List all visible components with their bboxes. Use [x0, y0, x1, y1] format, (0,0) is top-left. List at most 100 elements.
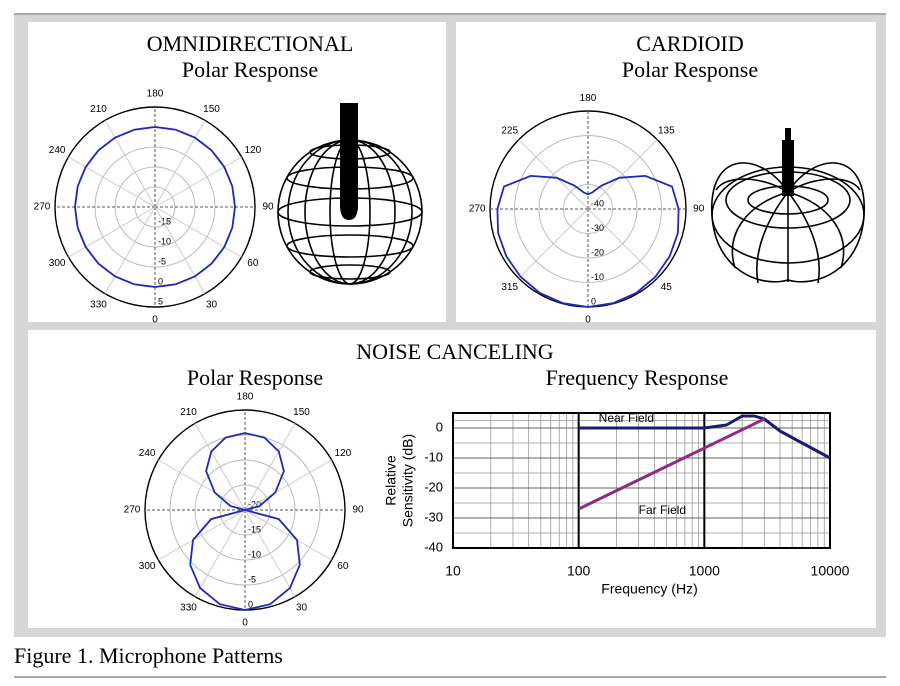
theta-tick-label: 0: [152, 315, 158, 326]
polar-curve: [496, 174, 680, 308]
spoke: [154, 156, 242, 208]
theta-tick-label: 60: [247, 258, 259, 269]
spoke: [244, 509, 296, 597]
theta-tick-label: 225: [501, 125, 518, 136]
series-label: Far Field: [639, 503, 686, 517]
spoke: [104, 120, 156, 208]
theta-tick-label: 135: [658, 125, 675, 136]
spoke: [154, 120, 206, 208]
theta-tick-label: 300: [139, 561, 156, 572]
theta-tick-label: 180: [147, 89, 164, 100]
r-tick-label: -30: [591, 223, 604, 233]
caption: Figure 1. Microphone Patterns: [14, 643, 283, 668]
spoke: [244, 459, 332, 511]
r-tick-label: -5: [158, 256, 166, 266]
ring: [538, 159, 638, 259]
polar-curve: [74, 126, 236, 288]
y-axis-label: Relative: [383, 455, 399, 506]
spoke: [68, 156, 156, 208]
ring: [563, 184, 613, 234]
spoke: [518, 139, 589, 210]
spoke: [244, 509, 332, 561]
spoke: [194, 509, 246, 597]
spoke: [518, 208, 589, 279]
theta-tick-label: 0: [242, 618, 248, 629]
theta-tick-label: 90: [262, 202, 274, 213]
y-tick-label: 0: [436, 419, 443, 434]
theta-tick-label: 90: [352, 505, 364, 516]
theta-tick-label: 60: [337, 561, 349, 572]
theta-tick-label: 240: [49, 145, 66, 156]
theta-tick-label: 0: [585, 314, 591, 325]
r-tick-label: -5: [248, 574, 256, 584]
theta-tick-label: 120: [245, 145, 262, 156]
omni-mic: [340, 103, 358, 220]
theta-tick-label: 315: [501, 282, 518, 293]
r-tick-label: -15: [158, 216, 171, 226]
theta-tick-label: 180: [237, 392, 254, 403]
theta-tick-label: 300: [49, 258, 66, 269]
spoke: [587, 208, 658, 279]
panel-omni: [28, 22, 446, 322]
r-tick-label: -20: [591, 247, 604, 257]
spoke: [68, 206, 156, 258]
ring: [54, 106, 256, 308]
chart-title: Frequency Response: [546, 365, 729, 390]
theta-tick-label: 270: [34, 202, 51, 213]
spoke: [244, 423, 296, 511]
r-tick-label: -40: [591, 198, 604, 208]
x-tick-label: 1000: [689, 563, 720, 579]
spoke: [587, 139, 658, 210]
theta-tick-label: 90: [693, 204, 705, 215]
spoke: [154, 206, 206, 294]
y-tick-label: -10: [424, 449, 443, 464]
y-tick-label: -30: [424, 509, 443, 524]
chart-subtitle: Polar Response: [182, 57, 318, 82]
r-tick-label: -10: [248, 549, 261, 559]
y-axis-label: Sensitivity (dB): [400, 434, 416, 527]
plot-border: [452, 412, 831, 549]
theta-tick-label: 30: [206, 300, 218, 311]
r-tick-label: 0: [158, 276, 163, 286]
polar-curve: [189, 432, 301, 611]
theta-tick-label: 210: [180, 407, 197, 418]
x-tick-label: 10: [445, 563, 461, 579]
r-tick-label: 0: [591, 296, 596, 306]
x-tick-label: 10000: [811, 563, 850, 579]
chart-subtitle: Polar Response: [187, 365, 323, 390]
theta-tick-label: 30: [296, 603, 308, 614]
series-line: [578, 417, 765, 511]
chart-title: OMNIDIRECTIONAL: [147, 31, 354, 56]
theta-tick-label: 240: [139, 448, 156, 459]
r-tick-label: -10: [158, 236, 171, 246]
theta-tick-label: 45: [661, 282, 673, 293]
spoke: [104, 206, 156, 294]
r-tick-label: -10: [591, 272, 604, 282]
theta-tick-label: 210: [90, 104, 107, 115]
chart-subtitle: Polar Response: [622, 57, 758, 82]
series-label: Near Field: [599, 411, 654, 425]
x-tick-label: 100: [567, 563, 591, 579]
theta-tick-label: 150: [203, 104, 220, 115]
series-line: [578, 414, 831, 460]
theta-tick-label: 270: [469, 204, 486, 215]
y-tick-label: -40: [424, 539, 443, 554]
chart-title: CARDIOID: [636, 31, 744, 56]
spoke: [194, 423, 246, 511]
theta-tick-label: 270: [124, 505, 141, 516]
theta-tick-label: 120: [335, 448, 352, 459]
cardioid-mic: [782, 128, 794, 196]
x-axis-label: Frequency (Hz): [601, 581, 697, 597]
r-tick-label: -15: [248, 524, 261, 534]
theta-tick-label: 330: [90, 300, 107, 311]
ring: [514, 135, 662, 283]
theta-tick-label: 150: [293, 407, 310, 418]
theta-tick-label: 330: [180, 603, 197, 614]
section-title: NOISE CANCELING: [356, 339, 553, 364]
theta-tick-label: 180: [580, 93, 597, 104]
spoke: [158, 459, 246, 511]
spoke: [158, 509, 246, 561]
r-tick-label: 5: [158, 296, 163, 306]
